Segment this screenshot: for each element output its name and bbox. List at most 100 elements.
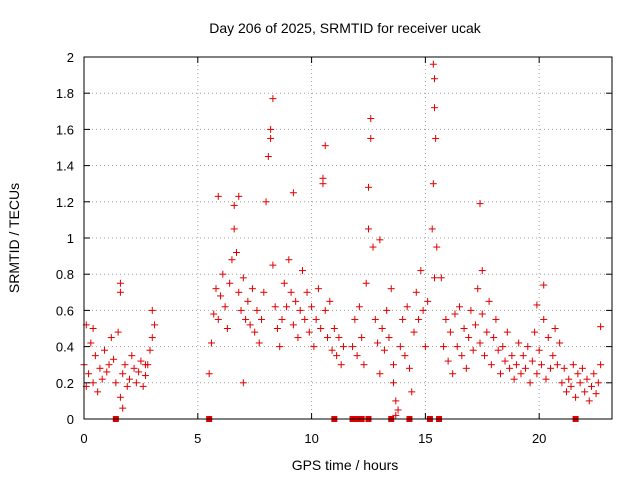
data-point	[547, 364, 555, 372]
data-point	[510, 375, 518, 383]
data-point	[128, 352, 136, 360]
data-point	[321, 306, 329, 314]
data-point	[576, 379, 584, 387]
data-point	[239, 379, 247, 387]
data-point	[574, 370, 582, 378]
data-point	[496, 370, 504, 378]
data-point	[103, 368, 111, 376]
data-point	[376, 370, 384, 378]
data-point	[399, 315, 407, 323]
data-point	[123, 382, 131, 390]
data-point	[371, 315, 379, 323]
data-point	[353, 352, 361, 360]
data-point	[415, 315, 423, 323]
data-point	[429, 180, 437, 188]
data-point	[298, 267, 306, 275]
data-point	[94, 388, 102, 396]
data-point	[522, 364, 530, 372]
data-point	[289, 321, 297, 329]
y-tick-label: 1.8	[56, 86, 74, 101]
data-point	[276, 343, 284, 351]
data-point	[294, 334, 302, 342]
data-point	[499, 343, 507, 351]
data-point	[267, 125, 275, 133]
x-tick-label: 20	[532, 431, 546, 446]
data-point	[364, 225, 372, 233]
data-point	[460, 325, 468, 332]
data-point	[89, 379, 97, 387]
data-point	[267, 134, 275, 142]
data-point	[432, 134, 440, 142]
data-point	[132, 379, 140, 387]
data-point	[91, 352, 99, 360]
data-point	[230, 201, 238, 209]
data-point	[308, 303, 316, 311]
data-point	[544, 334, 552, 342]
data-point	[558, 379, 566, 387]
data-point	[453, 343, 461, 351]
data-point	[410, 328, 418, 336]
data-point	[462, 364, 470, 372]
data-point	[237, 306, 245, 314]
data-point	[429, 60, 437, 68]
data-point	[221, 303, 229, 311]
data-point	[430, 274, 438, 282]
y-tick-label: 2	[67, 50, 74, 65]
data-point	[232, 248, 240, 256]
data-point	[380, 346, 388, 354]
y-tick-label: 0.6	[56, 303, 74, 318]
data-point	[556, 339, 564, 347]
data-point	[269, 95, 277, 103]
data-point	[412, 288, 420, 296]
data-point	[214, 192, 222, 200]
data-point	[581, 388, 589, 396]
data-point	[114, 328, 122, 336]
grid	[84, 57, 612, 419]
data-point	[440, 343, 448, 351]
x-tick-label: 10	[304, 431, 318, 446]
y-tick-label: 1.4	[56, 159, 74, 174]
y-tick-label: 1.6	[56, 122, 74, 137]
data-point	[283, 303, 291, 311]
data-point	[219, 270, 227, 278]
data-point	[506, 364, 514, 372]
data-point	[367, 134, 375, 142]
data-point	[333, 352, 341, 360]
data-point	[319, 174, 327, 182]
data-point	[490, 334, 498, 342]
data-point	[387, 285, 395, 293]
data-point	[119, 404, 127, 412]
data-point	[287, 288, 295, 296]
data-point	[360, 361, 368, 369]
data-point	[408, 388, 416, 396]
y-axis-ticks: 0 0.2 0.4 0.6 0.8 1 1.2 1.4 1.6 1.8 2	[56, 50, 612, 427]
data-point	[148, 306, 156, 314]
data-point	[469, 346, 477, 354]
data-point	[590, 370, 598, 378]
data-point	[335, 334, 343, 342]
data-point	[456, 303, 464, 311]
data-point	[526, 379, 534, 387]
data-point	[392, 397, 400, 405]
data-point	[478, 267, 486, 275]
data-point	[421, 343, 429, 351]
data-point	[403, 303, 411, 311]
data-point	[312, 315, 320, 323]
data-point	[562, 388, 570, 396]
data-point	[214, 315, 222, 323]
data-point	[362, 279, 370, 287]
data-point	[428, 225, 436, 233]
data-point	[583, 375, 591, 383]
data-point	[351, 315, 359, 323]
y-tick-label: 1	[67, 231, 74, 246]
data-point	[258, 315, 266, 323]
y-tick-label: 0.8	[56, 267, 74, 282]
data-point	[146, 346, 154, 354]
data-point	[244, 297, 252, 305]
data-point	[401, 352, 409, 360]
data-point	[285, 256, 293, 264]
data-point	[278, 315, 286, 323]
data-point	[141, 361, 149, 369]
